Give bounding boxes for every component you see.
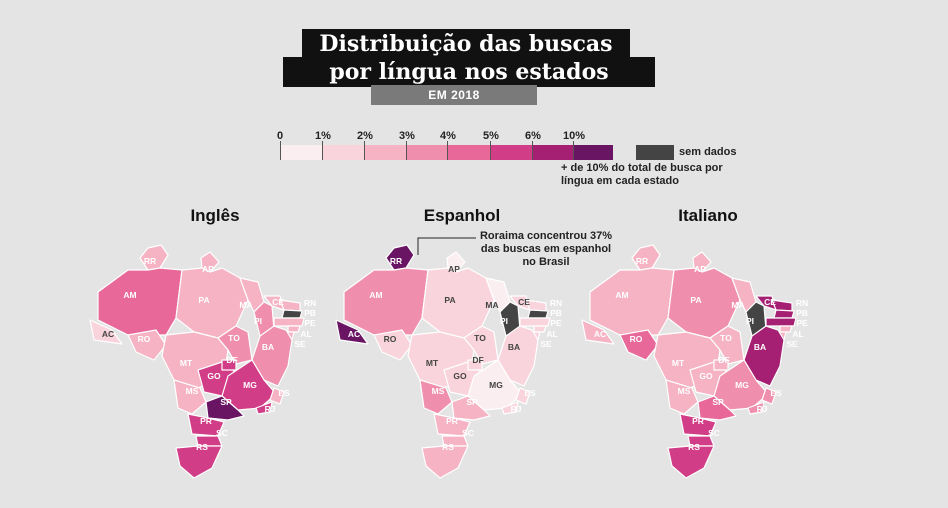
state-label-pr: PR — [446, 416, 458, 426]
state-label-sp: SP — [220, 397, 232, 407]
state-label-pe: PE — [550, 318, 562, 328]
state-label-al: AL — [792, 329, 803, 339]
state-label-sc: SC — [708, 428, 720, 438]
state-label-al: AL — [300, 329, 311, 339]
state-label-df: DF — [472, 355, 483, 365]
state-label-ro: RO — [138, 334, 151, 344]
state-label-pa: PA — [198, 295, 209, 305]
state-label-ma: MA — [485, 300, 498, 310]
state-label-am: AM — [615, 290, 628, 300]
state-label-ms: MS — [432, 386, 445, 396]
state-label-ce: CE — [272, 297, 284, 307]
state-label-go: GO — [453, 371, 467, 381]
state-label-ap: AP — [448, 264, 460, 274]
state-label-ac: AC — [102, 329, 114, 339]
state-label-go: GO — [699, 371, 713, 381]
state-label-to: TO — [720, 333, 732, 343]
state-label-mt: MT — [180, 358, 193, 368]
state-al — [780, 326, 792, 332]
brazil-maps: RRAPAM PA MAPICE RNPBPEALSEBAAC RO TOMTGODFMS… — [0, 0, 948, 508]
state-label-al: AL — [546, 329, 557, 339]
state-pe — [520, 318, 550, 326]
state-label-pe: PE — [796, 318, 808, 328]
state-label-am: AM — [123, 290, 136, 300]
state-label-se: SE — [294, 339, 306, 349]
state-label-ap: AP — [202, 264, 214, 274]
state-am — [344, 268, 428, 335]
state-label-ba: BA — [262, 342, 274, 352]
state-am — [98, 268, 182, 335]
state-label-ma: MA — [239, 300, 252, 310]
state-label-pr: PR — [692, 416, 704, 426]
state-pb — [528, 310, 548, 318]
state-label-rn: RN — [550, 298, 562, 308]
state-pb — [774, 310, 794, 318]
state-label-go: GO — [207, 371, 221, 381]
state-label-rs: RS — [196, 442, 208, 452]
state-label-mg: MG — [489, 380, 503, 390]
state-label-sp: SP — [466, 397, 478, 407]
state-label-ce: CE — [518, 297, 530, 307]
state-al — [534, 326, 546, 332]
state-label-rr: RR — [390, 256, 402, 266]
state-label-rn: RN — [796, 298, 808, 308]
state-pe — [766, 318, 796, 326]
state-label-pa: PA — [444, 295, 455, 305]
state-label-se: SE — [786, 339, 798, 349]
state-label-df: DF — [226, 355, 237, 365]
state-label-pr: PR — [200, 416, 212, 426]
state-label-sc: SC — [216, 428, 228, 438]
state-pe — [274, 318, 304, 326]
state-label-ro: RO — [384, 334, 397, 344]
map-italiano: RR AP AM PA MAPI CE RNPBPEALSE BA AC RO TO MT GO DF MS… — [582, 245, 808, 478]
state-label-rj: RJ — [511, 404, 522, 414]
state-label-rr: RR — [144, 256, 156, 266]
state-label-ms: MS — [678, 386, 691, 396]
state-label-pi: PI — [254, 316, 262, 326]
state-label-rr: RR — [636, 256, 648, 266]
state-label-rj: RJ — [757, 404, 768, 414]
state-label-am: AM — [369, 290, 382, 300]
annotation-leader-line — [418, 238, 476, 255]
state-label-pe: PE — [304, 318, 316, 328]
state-label-es: ES — [278, 388, 290, 398]
state-label-to: TO — [474, 333, 486, 343]
state-label-pb: PB — [304, 308, 316, 318]
state-am — [590, 268, 674, 335]
state-label-df: DF — [718, 355, 729, 365]
state-label-pi: PI — [500, 316, 508, 326]
state-label-ma: MA — [731, 300, 744, 310]
state-label-ms: MS — [186, 386, 199, 396]
state-label-pb: PB — [796, 308, 808, 318]
state-label-to: TO — [228, 333, 240, 343]
state-label-se: SE — [540, 339, 552, 349]
state-label-sc: SC — [462, 428, 474, 438]
state-label-mg: MG — [243, 380, 257, 390]
state-label-pi: PI — [746, 316, 754, 326]
state-label-ba: BA — [508, 342, 520, 352]
state-label-mt: MT — [426, 358, 439, 368]
state-label-ac: AC — [594, 329, 606, 339]
state-label-es: ES — [524, 388, 536, 398]
state-label-mg: MG — [735, 380, 749, 390]
state-pb — [282, 310, 302, 318]
state-label-ap: AP — [694, 264, 706, 274]
state-label-rs: RS — [688, 442, 700, 452]
state-label-rn: RN — [304, 298, 316, 308]
state-label-ro: RO — [630, 334, 643, 344]
state-label-rs: RS — [442, 442, 454, 452]
state-label-mt: MT — [672, 358, 685, 368]
state-label-ce: CE — [764, 297, 776, 307]
state-label-ba: BA — [754, 342, 766, 352]
state-label-pa: PA — [690, 295, 701, 305]
state-label-es: ES — [770, 388, 782, 398]
state-label-ac: AC — [348, 329, 360, 339]
state-label-sp: SP — [712, 397, 724, 407]
state-label-pb: PB — [550, 308, 562, 318]
state-label-rj: RJ — [265, 404, 276, 414]
state-al — [288, 326, 300, 332]
